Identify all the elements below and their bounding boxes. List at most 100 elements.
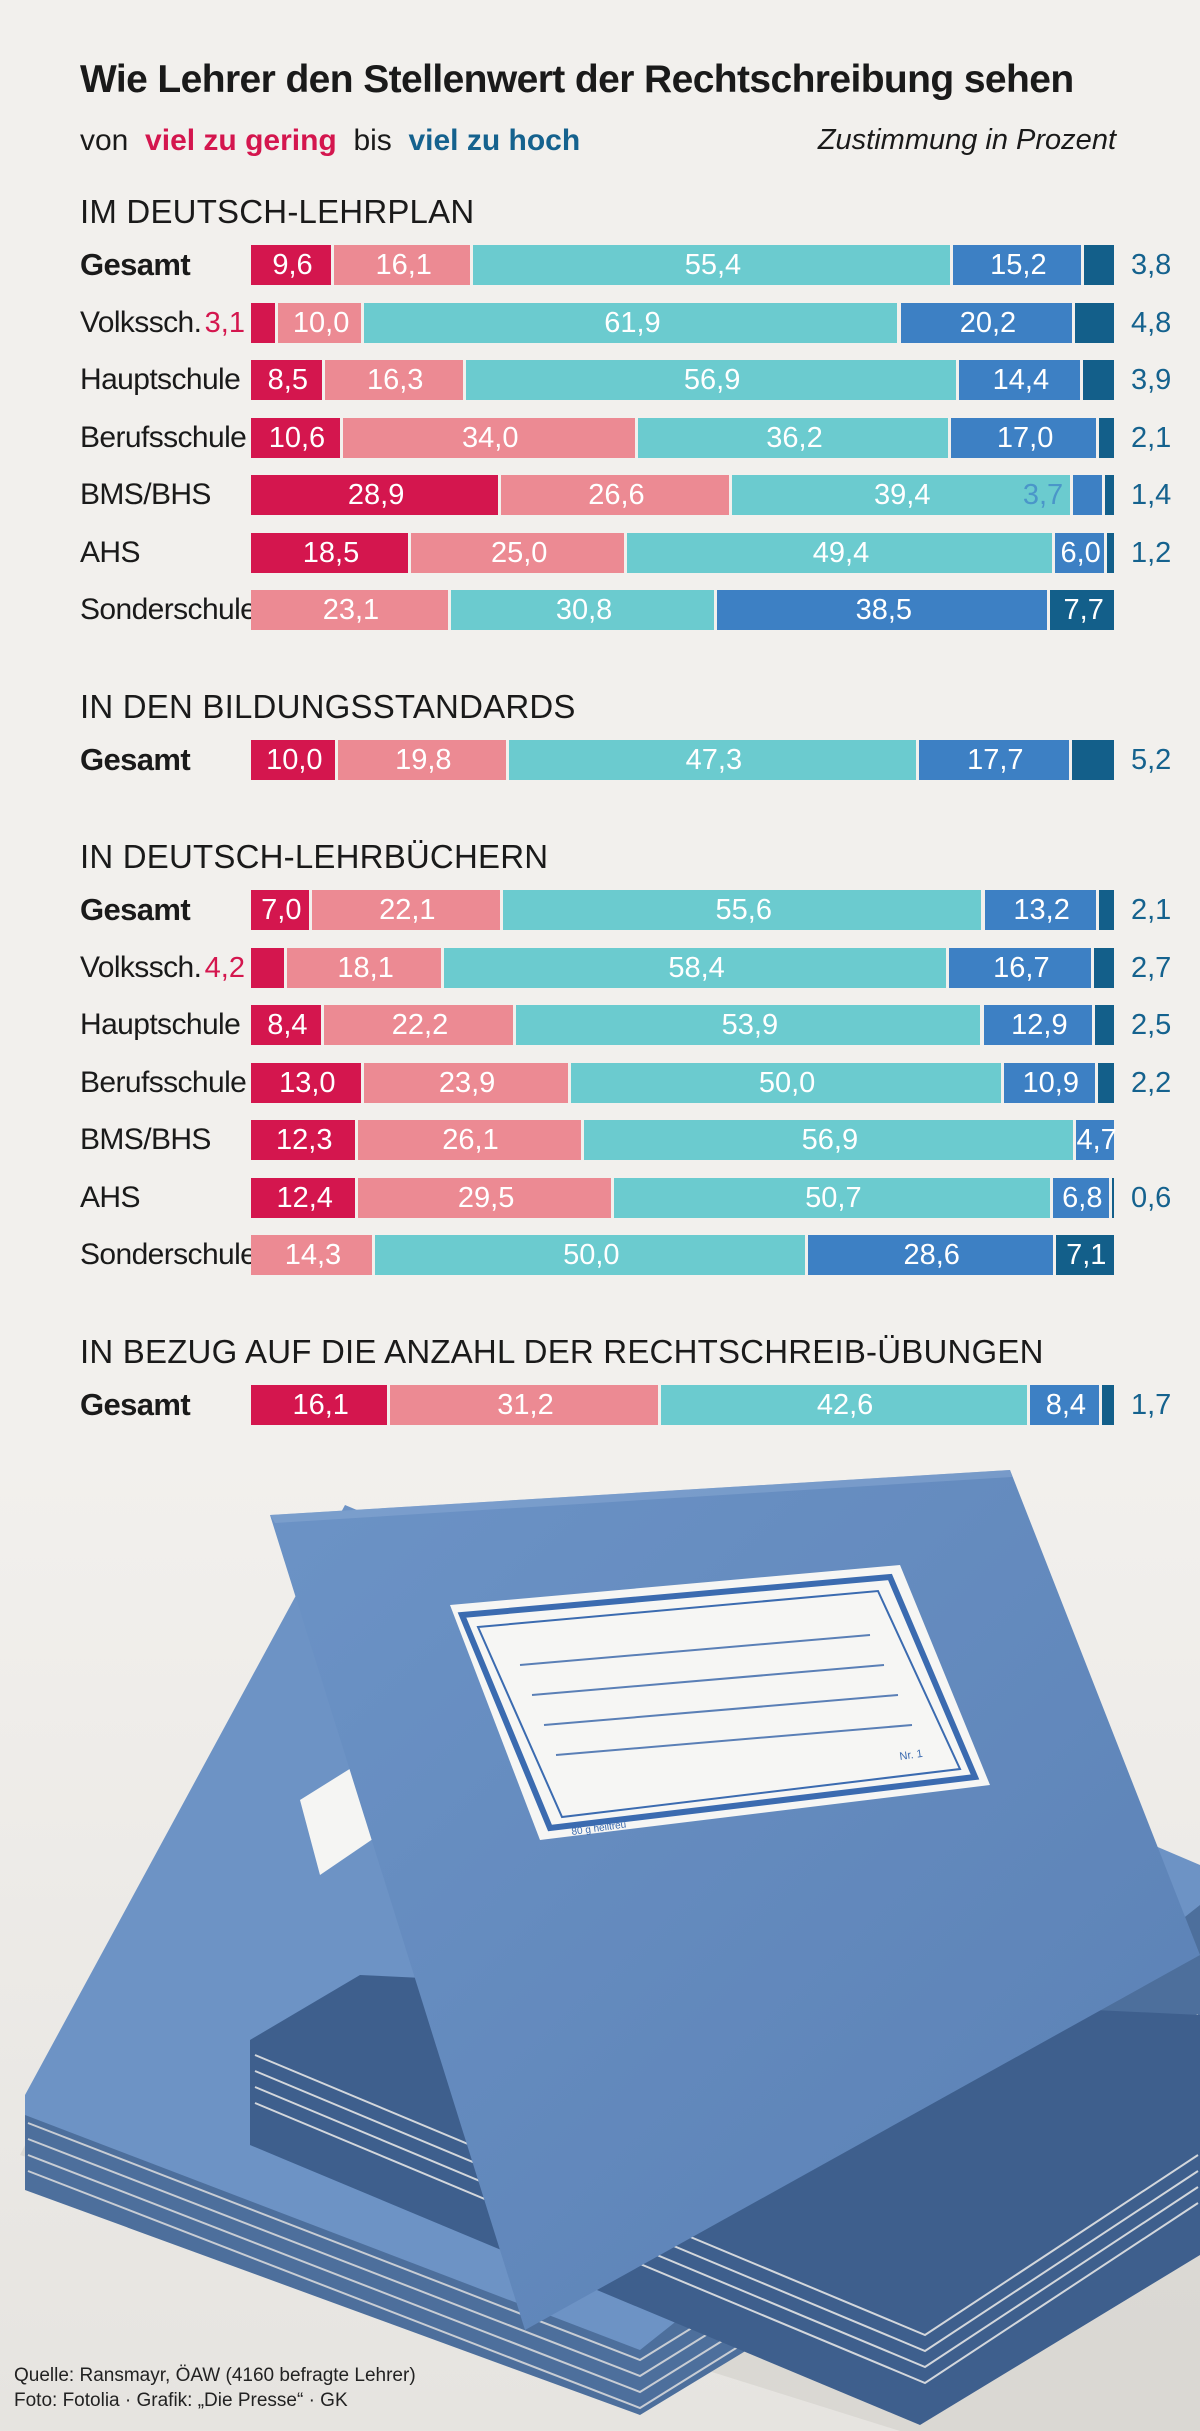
bar-segment — [1084, 245, 1117, 285]
bar-segment-labeled: 14,3 — [251, 1235, 375, 1275]
bar-segment — [1093, 947, 1117, 988]
bar-segment-labeled: 39,4 — [731, 475, 1073, 515]
bar-segment-labeled: 55,4 — [473, 245, 953, 285]
section-label: IN BEZUG AUF DIE ANZAHL DER RECHTSCHREIB… — [80, 1333, 1044, 1370]
value-label: 3,8 — [1131, 249, 1172, 281]
bar-segment-labeled: 49,4 — [627, 532, 1055, 573]
bar-segment-labeled: 22,2 — [323, 1005, 517, 1045]
row-label: Gesamt — [80, 247, 191, 282]
bar-segment-labeled: 9,6 — [251, 245, 335, 285]
chart-title: Wie Lehrer den Stellenwert der Rechtschr… — [80, 58, 1074, 101]
row-label: Hauptschule — [80, 1008, 241, 1041]
bar-segment — [1098, 417, 1117, 458]
bar-segment-labeled: 50,7 — [613, 1177, 1053, 1218]
bar-segment-labeled: 23,9 — [363, 1062, 571, 1103]
bar-segment-labeled: 56,9 — [465, 360, 959, 400]
bar-segment-labeled: 12,9 — [983, 1005, 1096, 1045]
stacked-bar-chart: IM DEUTSCH-LEHRPLAN Gesamt 9,6 16,1 55,4 15,2… — [80, 193, 1172, 1425]
row-label: BMS/BHS — [80, 478, 211, 511]
row-label: Gesamt — [80, 742, 191, 777]
row-label: Berufsschule — [80, 420, 247, 454]
bar-segment-labeled: 50,0 — [570, 1062, 1004, 1103]
value-label: 5,2 — [1131, 744, 1172, 776]
bar-segment-labeled: 16,7 — [949, 947, 1094, 988]
bar-segment-labeled: 4,7 — [1076, 1120, 1117, 1160]
value-label: 2,7 — [1131, 951, 1172, 984]
bar-segment — [251, 947, 288, 988]
bar-segment — [1083, 360, 1117, 400]
source-line-2: Foto: Fotolia · Grafik: „Die Presse“ · G… — [14, 2390, 348, 2411]
value-label: 2,5 — [1131, 1009, 1172, 1041]
notebook-label-text: Nr. 1 — [899, 1748, 924, 1763]
bar-segment-labeled: 28,6 — [807, 1235, 1056, 1275]
bar-segment-labeled: 14,4 — [958, 360, 1084, 400]
row-label: Sonderschule — [80, 1238, 257, 1271]
row-label: Volkssch. — [80, 950, 202, 984]
bar-segment-labeled: 17,7 — [918, 740, 1072, 780]
bar-segment-labeled: 61,9 — [364, 302, 901, 343]
value-label: 4,2 — [204, 951, 245, 984]
bar-segment-labeled: 42,6 — [660, 1385, 1030, 1425]
value-label: 0,6 — [1131, 1181, 1172, 1214]
section-label: IM DEUTSCH-LEHRPLAN — [80, 193, 475, 230]
bar-segment-labeled: 18,5 — [251, 532, 412, 573]
bar-segment-labeled: 6,8 — [1052, 1177, 1112, 1218]
bar-segment-labeled: 12,3 — [251, 1120, 358, 1160]
subtitle-von: von — [80, 124, 129, 157]
bar-segment-labeled: 10,0 — [277, 302, 365, 343]
bar-segment — [1098, 890, 1117, 930]
unit-label: Zustimmung in Prozent — [817, 124, 1116, 156]
bar-segment-labeled: 55,6 — [503, 890, 985, 930]
bar-segment-labeled: 15,2 — [952, 245, 1085, 285]
bar-segment-labeled: 50,0 — [374, 1235, 808, 1275]
subtitle-low: viel zu gering — [145, 124, 337, 157]
bar-segment-labeled: 26,1 — [357, 1120, 584, 1160]
row-label: Hauptschule — [80, 363, 241, 396]
bar-segment-labeled: 10,9 — [1003, 1062, 1098, 1103]
section-label: IN DEUTSCH-LEHRBÜCHERN — [80, 838, 549, 875]
bar-segment — [1106, 532, 1117, 573]
value-label: 3,7 — [1022, 479, 1064, 511]
bar-segment — [1102, 1385, 1117, 1425]
bar-segment-labeled: 12,4 — [251, 1177, 359, 1218]
value-label: 2,2 — [1131, 1066, 1172, 1099]
bar-segment-labeled: 19,8 — [337, 740, 510, 780]
subtitle-bis: bis — [353, 124, 392, 157]
source-line-1: Quelle: Ransmayr, ÖAW (4160 befragte Leh… — [14, 2365, 416, 2386]
bar-segment-labeled: 8,4 — [1029, 1385, 1103, 1425]
bar-segment — [251, 302, 278, 343]
bar-segment — [1104, 475, 1117, 515]
value-label: 1,2 — [1131, 536, 1172, 569]
bar-segment-labeled: 16,3 — [324, 360, 466, 400]
bar-segment — [1075, 302, 1117, 343]
subtitle-high: viel zu hoch — [408, 124, 581, 157]
bar-segment-labeled: 13,2 — [984, 890, 1099, 930]
value-label: 3,1 — [204, 306, 245, 339]
bar-segment-labeled: 6,0 — [1054, 532, 1107, 573]
bar-segment-labeled: 10,6 — [251, 417, 343, 458]
row-label: Berufsschule — [80, 1065, 247, 1099]
row-label: Gesamt — [80, 892, 191, 927]
bar-segment-labeled: 16,1 — [251, 1385, 391, 1425]
bar-segment-labeled: 29,5 — [358, 1177, 614, 1218]
source-note: Quelle: Ransmayr, ÖAW (4160 befragte Leh… — [14, 2363, 416, 2413]
value-label: 2,1 — [1131, 894, 1172, 926]
bar-segment — [1071, 740, 1117, 780]
row-label: Sonderschule — [80, 593, 257, 626]
value-label: 1,7 — [1131, 1389, 1172, 1421]
row-label: Volkssch. — [80, 305, 202, 339]
bar-segment-labeled: 20,2 — [900, 302, 1076, 343]
bar-segment-labeled: 8,4 — [251, 1005, 324, 1045]
row-label: Gesamt — [80, 1387, 191, 1422]
bar-segment-labeled: 34,0 — [342, 417, 638, 458]
section-label: IN DEN BILDUNGSSTANDARDS — [80, 688, 576, 725]
row-label: AHS — [80, 535, 140, 569]
bar-segment-labeled: 47,3 — [509, 740, 919, 780]
bar-segment-labeled: 58,4 — [443, 947, 950, 988]
bar-segment-labeled: 31,2 — [390, 1385, 661, 1425]
value-label: 2,1 — [1131, 421, 1172, 454]
bar-segment-labeled: 30,8 — [450, 590, 718, 630]
bar-segment-labeled: 7,1 — [1055, 1235, 1117, 1275]
bar-segment-labeled: 10,0 — [251, 740, 338, 780]
bar-segment-labeled: 56,9 — [583, 1120, 1077, 1160]
